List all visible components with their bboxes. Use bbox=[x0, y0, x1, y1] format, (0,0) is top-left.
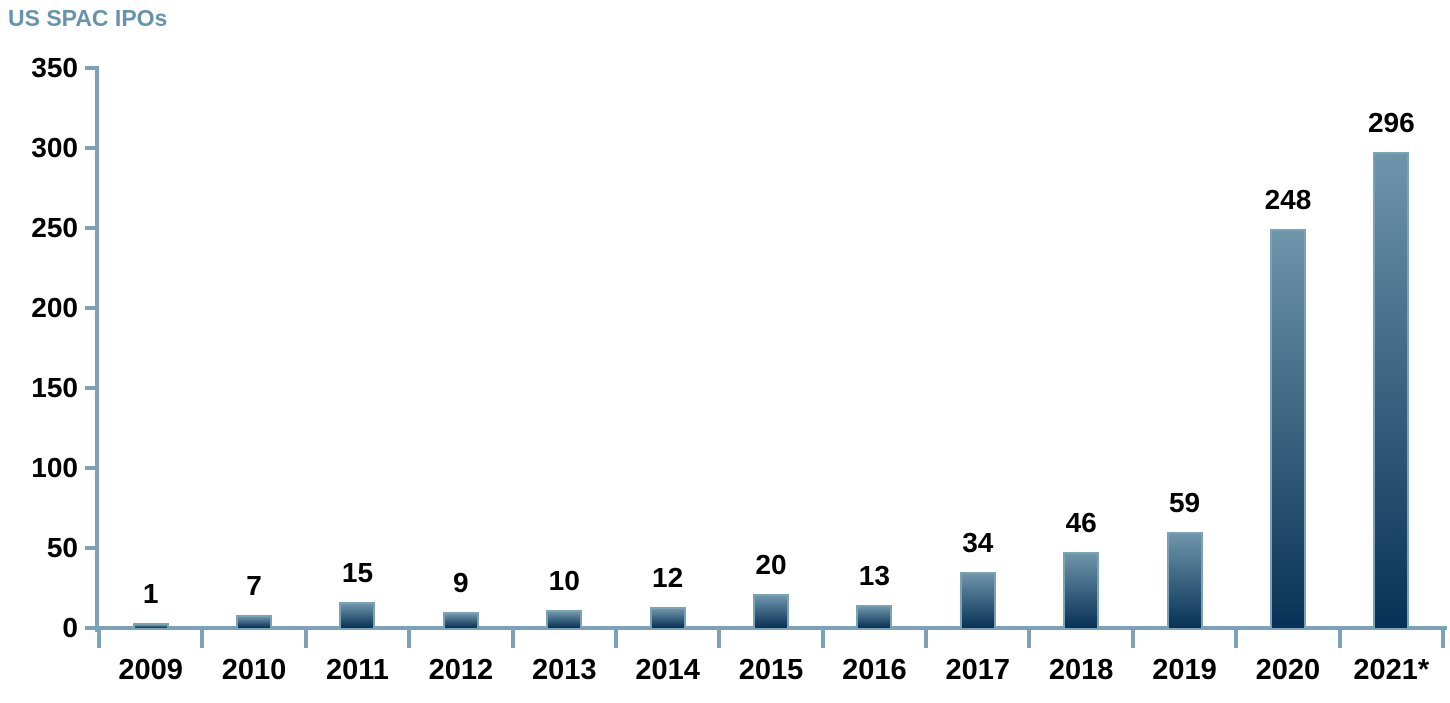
bar-2013 bbox=[546, 610, 583, 628]
x-axis-tick bbox=[510, 626, 515, 648]
x-tick-label: 2015 bbox=[738, 654, 804, 686]
y-axis-tick bbox=[85, 386, 97, 390]
bar-value-label: 13 bbox=[858, 560, 890, 591]
x-axis-line bbox=[85, 626, 1447, 630]
bar-value-label: 15 bbox=[341, 557, 374, 588]
bar-value-label: 46 bbox=[1065, 507, 1097, 538]
y-axis-tick bbox=[85, 546, 97, 550]
bar-value-label: 296 bbox=[1367, 107, 1415, 138]
bar-2016 bbox=[856, 605, 893, 628]
y-axis-tick bbox=[85, 306, 97, 310]
x-tick-label: 2009 bbox=[118, 654, 183, 686]
bar-value-label: 10 bbox=[548, 565, 580, 596]
x-tick-label: 2021* bbox=[1353, 654, 1430, 686]
bar-2020 bbox=[1269, 229, 1306, 628]
x-tick-label: 2013 bbox=[531, 654, 597, 686]
y-axis-tick bbox=[85, 146, 97, 150]
x-tick-label: 2017 bbox=[945, 654, 1011, 686]
bar-2011 bbox=[339, 602, 376, 628]
bar-value-label: 9 bbox=[453, 567, 469, 598]
x-axis-tick bbox=[97, 626, 101, 648]
y-tick-label: 150 bbox=[31, 372, 78, 403]
x-axis-tick bbox=[200, 626, 205, 648]
y-tick-label: 300 bbox=[31, 132, 78, 163]
x-axis-tick bbox=[924, 626, 929, 648]
bar-2010 bbox=[236, 615, 273, 628]
y-axis-tick bbox=[85, 226, 97, 230]
y-tick-label: 0 bbox=[62, 612, 78, 643]
y-tick-label: 350 bbox=[31, 52, 78, 83]
x-tick-label: 2016 bbox=[842, 654, 907, 686]
bar-2009 bbox=[132, 623, 169, 628]
y-tick-label: 100 bbox=[31, 452, 78, 483]
x-axis-tick bbox=[1027, 626, 1032, 648]
x-axis-tick bbox=[303, 626, 308, 648]
bar-value-label: 1 bbox=[142, 578, 159, 609]
bar-value-label: 7 bbox=[246, 570, 262, 601]
y-axis-tick bbox=[85, 626, 97, 630]
bar-value-label: 12 bbox=[652, 562, 684, 593]
bar-2012 bbox=[442, 612, 479, 628]
y-axis-tick bbox=[85, 66, 97, 70]
x-tick-label: 2014 bbox=[635, 654, 700, 686]
x-axis-tick bbox=[1337, 626, 1342, 648]
x-tick-label: 2018 bbox=[1048, 654, 1114, 686]
x-axis-tick bbox=[1130, 626, 1135, 648]
x-axis-tick bbox=[1441, 626, 1445, 648]
x-tick-label: 2011 bbox=[325, 654, 389, 686]
bar-2017 bbox=[959, 572, 996, 628]
y-axis-tick bbox=[85, 466, 97, 470]
x-axis-tick bbox=[613, 626, 618, 648]
bar-value-label: 248 bbox=[1264, 184, 1312, 215]
bar-2015 bbox=[753, 594, 789, 628]
bar-2019 bbox=[1166, 532, 1203, 628]
bar-value-label: 34 bbox=[962, 527, 994, 558]
x-axis-tick bbox=[1234, 626, 1239, 648]
x-axis-tick bbox=[820, 626, 825, 648]
bar-2018 bbox=[1063, 552, 1100, 628]
y-tick-label: 250 bbox=[31, 212, 78, 243]
x-tick-label: 2012 bbox=[428, 654, 494, 686]
y-axis-line bbox=[95, 66, 99, 632]
y-tick-label: 200 bbox=[31, 292, 78, 323]
x-axis-tick bbox=[717, 626, 722, 648]
x-tick-label: 2020 bbox=[1255, 654, 1321, 686]
x-tick-label: 2019 bbox=[1152, 654, 1217, 686]
bar-value-label: 59 bbox=[1168, 487, 1201, 518]
chart-title: US SPAC IPOs bbox=[8, 5, 168, 31]
y-tick-label: 50 bbox=[46, 532, 78, 563]
bar-2014 bbox=[649, 607, 686, 628]
x-axis-tick bbox=[407, 626, 412, 648]
x-tick-label: 2010 bbox=[221, 654, 287, 686]
bar-value-label: 20 bbox=[755, 549, 787, 580]
bar-2021 bbox=[1373, 152, 1410, 628]
